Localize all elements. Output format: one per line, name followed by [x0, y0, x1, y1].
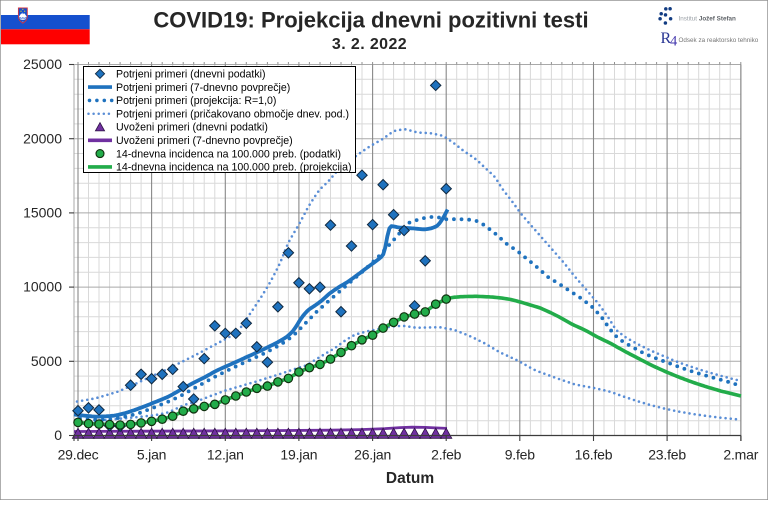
svg-text:10000: 10000: [23, 279, 62, 295]
svg-text:15000: 15000: [23, 205, 62, 221]
svg-text:14-dnevna incidenca na 100.000: 14-dnevna incidenca na 100.000 preb. (pr…: [116, 162, 352, 174]
svg-text:Uvoženi primeri (dnevni podatk: Uvoženi primeri (dnevni podatki): [116, 122, 268, 134]
svg-text:25000: 25000: [23, 56, 62, 72]
svg-text:16.feb: 16.feb: [575, 447, 613, 463]
svg-text:R4: R4: [661, 30, 678, 50]
svg-text:Odsek za reaktorsko tehniko: Odsek za reaktorsko tehniko: [679, 37, 759, 44]
svg-text:14-dnevna incidenca na 100.000: 14-dnevna incidenca na 100.000 preb. (po…: [116, 148, 341, 160]
svg-text:5000: 5000: [31, 353, 62, 369]
svg-text:23.feb: 23.feb: [648, 447, 686, 463]
svg-text:19.jan: 19.jan: [280, 447, 317, 463]
svg-text:Potrjeni primeri (projekcija:: Potrjeni primeri (projekcija: R=1,0): [116, 95, 276, 107]
svg-text:Potrjeni primeri (pričakovano: Potrjeni primeri (pričakovano območje dn…: [116, 108, 349, 120]
svg-text:29.dec: 29.dec: [58, 447, 99, 463]
svg-text:3. 2. 2022: 3. 2. 2022: [332, 36, 407, 53]
svg-text:Datum: Datum: [386, 470, 434, 487]
svg-text:COVID19: Projekcija dnevni poz: COVID19: Projekcija dnevni pozitivni tes…: [153, 8, 588, 33]
svg-text:Potrjeni primeri (7-dnevno pov: Potrjeni primeri (7-dnevno povprečje): [116, 82, 290, 94]
svg-text:9.feb: 9.feb: [505, 447, 536, 463]
svg-text:0: 0: [54, 427, 62, 443]
svg-text:2.mar: 2.mar: [723, 447, 758, 463]
svg-text:2.feb: 2.feb: [431, 447, 462, 463]
svg-text:5.jan: 5.jan: [137, 447, 166, 463]
svg-text:Uvoženi primeri (7-dnevno povp: Uvoženi primeri (7-dnevno povprečje): [116, 135, 293, 147]
svg-text:12.jan: 12.jan: [207, 447, 244, 463]
svg-text:26.jan: 26.jan: [354, 447, 391, 463]
svg-text:Institut Jožef Stefan: Institut Jožef Stefan: [679, 15, 737, 22]
svg-text:Potrjeni primeri (dnevni podat: Potrjeni primeri (dnevni podatki): [116, 69, 266, 81]
svg-text:20000: 20000: [23, 130, 62, 146]
